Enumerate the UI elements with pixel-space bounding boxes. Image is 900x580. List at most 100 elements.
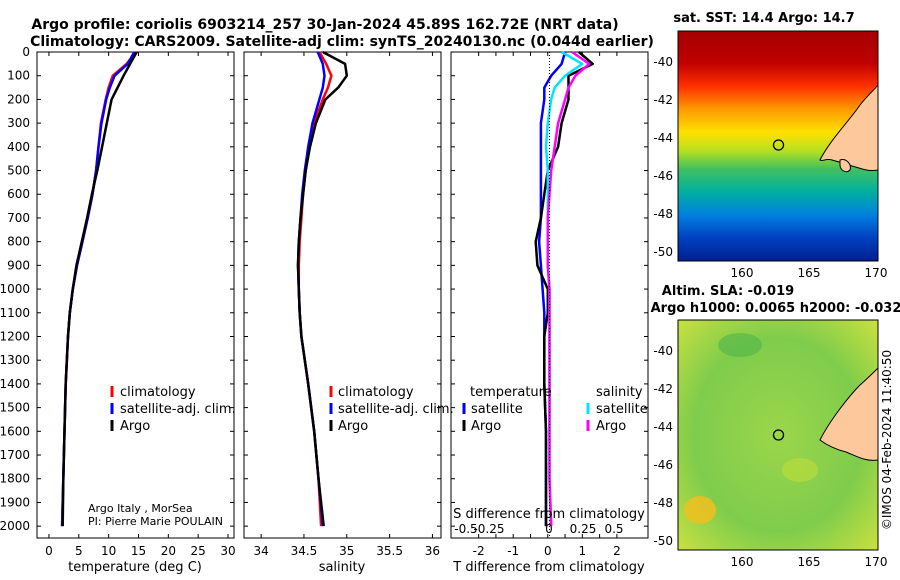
depth-tick-label: 1400 [0,377,30,391]
x-tick-label: 20 [161,544,176,558]
x-tick-label: 30 [220,544,235,558]
depth-tick-label: 1500 [0,401,30,415]
sst-tick-labels: -40 -42 -44 -46 -48 -50 160 165 170 [653,55,887,280]
x-tick-label: 36 [425,544,440,558]
depth-tick-label: 1700 [0,448,30,462]
lon-tick-label: 170 [865,266,888,280]
depth-tick-labels: 0 100 200 300 400 500 600 700 800 900 1000 1100 1200… [0,45,30,533]
x-tick-label: -2 [473,544,485,558]
depth-tick-label: 1800 [0,472,30,486]
depth-tick-label: 500 [7,164,30,178]
legend-temp-argo-label: Argo [471,419,501,434]
depth-tick-label: 1200 [0,329,30,343]
x-tick-labels: 0 5 10 15 20 25 30 34 34.5 35 35.5 36 -2 -1 0 1 2 [45,544,621,558]
difference-top-xlabel: S difference from climatology [453,507,645,522]
lat-tick-label: -48 [653,207,673,221]
depth-tick-label: 0 [22,45,30,59]
legend-salinity-title: salinity [596,385,643,400]
sla-feature [718,333,762,357]
sla-frame [677,319,879,551]
sla-feature [782,458,818,482]
credit-line2: PI: Pierre Marie POULAIN [88,515,223,528]
lat-tick-label: -46 [653,458,673,472]
title-line1: Argo profile: coriolis 6903214_257 30-Ja… [31,17,618,33]
x-tick-label: 0 [544,544,552,558]
depth-tick-label: 900 [7,258,30,272]
lat-tick-label: -40 [653,55,673,69]
series-line [296,51,326,527]
lat-tick-label: -48 [653,496,673,510]
top-x-tick-label: 0.25 [570,522,597,536]
depth-tick-label: 1300 [0,353,30,367]
lat-tick-label: -44 [653,420,673,434]
lat-tick-label: -42 [653,93,673,107]
top-x-tick-label: -0.5 [454,522,477,536]
depth-tick-label: 1000 [0,282,30,296]
depth-tick-label: 300 [7,116,30,130]
x-tick-label: 5 [75,544,83,558]
legend-temp-satellite-label: satellite [471,402,523,417]
sla-feature [684,496,716,524]
x-tick-label: 2 [613,544,621,558]
sla-tick-labels: -40 -42 -44 -46 -48 -50 160 165 170 [653,344,887,569]
temperature-legend: climatology satellite-adj. clim. Argo [110,385,236,434]
legend-temperature-title: temperature [470,385,552,400]
top-x-tick-label: -0.25 [473,522,504,536]
depth-tick-label: 1600 [0,424,30,438]
lon-tick-label: 165 [798,266,821,280]
lat-tick-label: -50 [653,245,673,259]
lat-tick-label: -40 [653,344,673,358]
lon-tick-label: 170 [865,555,888,569]
depth-tick-label: 600 [7,187,30,201]
x-tick-label: -1 [507,544,519,558]
top-x-tick-label: 0 [545,522,553,536]
x-tick-label: 34.5 [291,544,318,558]
depth-tick-label: 700 [7,211,30,225]
legend-climatology-label: climatology [120,385,196,400]
sst-frame [677,30,879,262]
x-tick-label: 0 [45,544,53,558]
lon-tick-label: 165 [798,555,821,569]
depth-tick-label: 200 [7,92,30,106]
salinity-legend: climatology satellite-adj. clim. Argo [329,385,454,434]
x-tick-label: 15 [131,544,146,558]
credit-line1: Argo Italy , MorSea [88,502,193,515]
lon-tick-label: 160 [731,266,754,280]
x-tick-label: 10 [101,544,116,558]
imos-watermark: ©IMOS 04-Feb-2024 11:40:50 [880,350,894,530]
series-line [296,50,349,527]
tick-marks [37,51,648,538]
lat-tick-label: -50 [653,534,673,548]
depth-tick-label: 400 [7,140,30,154]
top-x-tick-label: 0.5 [604,522,623,536]
difference-legend: temperature salinity satellite Argo sate… [462,385,648,434]
legend-sal-satellite-label: satellite [596,402,648,417]
temperature-xlabel: temperature (deg C) [68,560,202,575]
legend-argo-label: Argo [338,419,368,434]
top-x-tick-labels: -0.5-0.25 0 0.25 0.5 [454,522,623,536]
alt-panel-title2: Argo h1000: 0.0065 h2000: -0.032 [651,301,900,316]
alt-panel-title1: Altim. SLA: -0.019 [662,284,794,299]
depth-tick-label: 1900 [0,495,30,509]
lat-tick-label: -46 [653,169,673,183]
argo-location-marker [772,139,785,151]
lon-tick-label: 160 [731,555,754,569]
depth-tick-label: 1100 [0,306,30,320]
x-tick-label: 35.5 [376,544,403,558]
legend-climatology-label: climatology [338,385,414,400]
difference-xlabel: T difference from climatology [452,560,645,575]
temperature-axes [36,51,235,539]
x-tick-label: 1 [579,544,587,558]
depth-tick-label: 2000 [0,519,30,533]
depth-tick-label: 800 [7,235,30,249]
legend-satellite-label: satellite-adj. clim. [120,402,236,417]
sla-map [677,319,879,551]
salinity-series [296,50,349,527]
legend-sal-argo-label: Argo [596,419,626,434]
island [839,159,851,173]
temperature-series [60,51,138,527]
series-line [61,51,138,527]
title-line2: Climatology: CARS2009. Satellite-adj cli… [30,34,654,50]
x-tick-label: 35 [339,544,354,558]
